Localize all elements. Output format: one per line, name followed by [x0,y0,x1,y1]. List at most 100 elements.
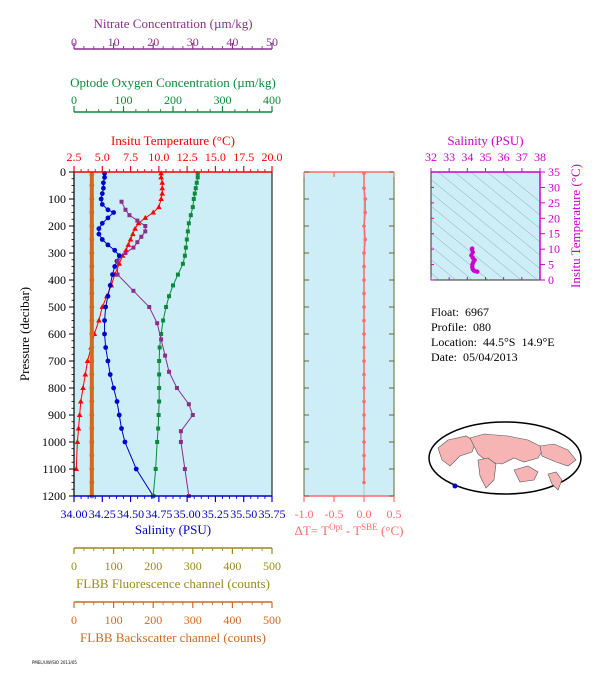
salinity-point [105,242,111,248]
salinity-tick-label: 34.50 [117,507,144,521]
delta-point [362,318,366,323]
delta-point [362,305,366,309]
oxygen-tick-label: 200 [164,93,182,107]
fluorescence-axis-label: FLBB Fluorescence channel (counts) [76,576,270,591]
map-landmass [513,465,539,483]
ts-temperature-tick-label: 30 [548,180,560,194]
delta-tick-label: 0.0 [357,507,372,521]
fluorescence-tick-label: 100 [105,559,123,573]
delta-point [362,345,366,350]
oxygen-point [195,175,200,180]
delta-point [363,197,368,201]
nitrate-point [139,234,144,239]
salinity-point [102,331,107,337]
backscatter-axis-label: FLBB Backscatter channel (counts) [80,630,266,645]
salinity-tick-label: 34.75 [145,507,172,521]
nitrate-point [131,288,136,293]
pressure-axis-label: Pressure (decibar) [17,287,32,381]
temperature-point [76,412,83,417]
backscatter-point [89,250,95,256]
ts-temperature-tick-label: 10 [548,242,560,256]
nitrate-point [119,199,124,204]
salinity-point [105,358,111,364]
salinity-tick-label: 34.25 [89,507,116,521]
backscatter-point [89,385,95,391]
backscatter-point [89,372,95,377]
ts-contour [437,172,540,256]
backscatter-tick-label: 0 [71,613,77,627]
ts-temperature-tick-label: 5 [548,258,554,272]
salinity-tick-label: 35.75 [259,507,286,521]
nitrate-point [186,402,191,407]
salinity-tick-label: 34.00 [61,507,88,521]
backscatter-point [89,291,95,296]
backscatter-tick-label: 100 [105,613,123,627]
fluorescence-tick-label: 200 [144,559,162,573]
temperature-point [96,317,102,323]
backscatter-point [89,210,95,215]
delta-point [362,386,366,390]
backscatter-point [89,264,95,269]
delta-point [362,480,366,485]
nitrate-tick-label: 20 [147,35,159,49]
delta-point [362,186,366,190]
ts-temperature-tick-label: 35 [548,165,560,179]
nitrate-point [159,337,164,342]
float-number: Float: 6967 [431,305,490,319]
backscatter-tick-label: 200 [144,613,162,627]
salinity-point [111,210,116,215]
salinity-point [96,226,102,232]
nitrate-axis-label: Nitrate Concentration (µm/kg) [93,16,252,31]
ts-contour [431,192,538,280]
salinity-point [107,283,113,288]
backscatter-point [89,453,95,458]
pressure-tick-label: 400 [48,273,66,287]
salinity-point [105,207,111,213]
backscatter-tick-label: 400 [223,613,241,627]
salinity-point [101,180,106,186]
float-info: Float: 6967 Profile: 080 Location: 44.5°… [431,305,555,365]
ts-salinity-tick-label: 35 [480,150,492,164]
map-landmass [539,443,577,467]
salinity-tick-label: 35.50 [230,507,257,521]
footer-credit: PMEL/UW/SIO 2013/05 [32,660,77,665]
salinity-point [99,237,105,242]
pressure-tick-label: 700 [48,354,66,368]
nitrate-point [123,207,128,212]
oxygen-point [164,305,169,309]
backscatter-tick-label: 300 [184,613,202,627]
nitrate-point [178,440,183,444]
temperature-tick-label: 10.0 [148,150,169,164]
backscatter-point [89,304,95,310]
oxygen-point [171,283,175,288]
backscatter-point [89,277,95,283]
oxygen-point [156,426,161,431]
salinity-point [99,191,105,197]
delta-point [362,291,366,296]
oxygen-point [195,171,200,176]
nitrate-point [163,353,168,358]
salinity-point [96,231,102,237]
backscatter-point [89,223,95,229]
oxygen-point [153,467,158,471]
temperature-point [82,371,89,377]
delta-plot-area [304,172,394,496]
salinity-tick-label: 35.00 [174,507,201,521]
ts-salinity-tick-label: 34 [461,150,473,164]
salinity-point [105,293,111,299]
temperature-tick-label: 5.0 [95,150,110,164]
delta-point [362,359,366,363]
temperature-point [159,185,166,191]
temperature-point [84,358,91,363]
salinity-point [116,412,122,418]
pressure-tick-label: 100 [48,192,66,206]
delta-tick-label: 0.5 [387,507,402,521]
temperature-point [159,190,166,196]
pressure-tick-label: 0 [60,165,66,179]
salinity-point [105,215,111,221]
oxygen-point [182,253,187,258]
map-landmass [437,435,477,467]
salinity-point [111,385,116,391]
backscatter-point [89,183,95,188]
oxygen-point [180,261,185,266]
